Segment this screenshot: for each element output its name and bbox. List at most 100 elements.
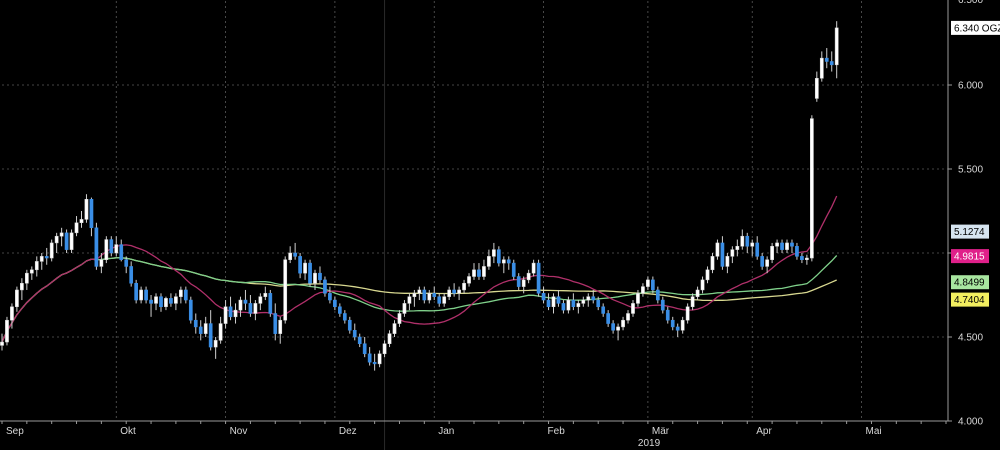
candle-up [705, 266, 710, 284]
candle-body [810, 118, 814, 259]
candle-down [89, 197, 94, 237]
candle-body [352, 330, 357, 338]
candle-body [775, 242, 779, 247]
candle-down [511, 259, 516, 280]
price-tag-text: 4.9815 [954, 252, 985, 263]
candle-up [417, 286, 422, 301]
candle-body [124, 259, 129, 267]
candle-down [675, 323, 680, 337]
candle-up [69, 229, 74, 253]
candle-down [64, 229, 69, 253]
candle-up [253, 300, 258, 321]
candle-body [501, 259, 506, 264]
candle-body [412, 293, 417, 297]
candle-up [810, 115, 814, 262]
candle-body [198, 326, 203, 334]
candle-body [477, 269, 481, 277]
candle-up [551, 293, 556, 314]
candle-down [556, 289, 561, 307]
candle-body [154, 296, 158, 304]
candle-up [392, 320, 397, 337]
candle-up [715, 239, 720, 260]
candle-down [795, 242, 799, 260]
candle-down [452, 283, 456, 297]
price-tag-text: 4.7404 [954, 295, 985, 306]
candle-down [298, 253, 302, 279]
price-tag-box [951, 275, 989, 290]
candle-body [303, 262, 307, 274]
candle-body [646, 279, 650, 287]
candle-up [288, 246, 293, 264]
candle-body [675, 326, 680, 331]
candle-body [333, 299, 337, 308]
candle-body [556, 296, 561, 304]
candle-down [129, 261, 134, 287]
candle-up [263, 286, 268, 301]
candle-up [303, 259, 307, 280]
candle-body [660, 299, 665, 311]
candle-body [506, 259, 511, 264]
candle-up [387, 330, 392, 348]
candle-down [496, 246, 501, 267]
candle-up [576, 300, 581, 314]
candle-body [24, 272, 29, 284]
candle-up [462, 279, 466, 294]
candle-up [213, 337, 218, 359]
candle-body [695, 289, 700, 297]
y-tick-label: 4.000 [958, 417, 983, 428]
candle-down [432, 286, 437, 301]
candle-body [824, 57, 829, 62]
candle-up [397, 310, 402, 327]
price-tag: 4.8499 [951, 275, 989, 290]
candle-down [665, 306, 670, 324]
candle-down [193, 313, 198, 334]
candle-up [750, 239, 755, 257]
x-month-label: Apr [756, 426, 772, 437]
candle-down [134, 279, 138, 304]
candle-body [819, 57, 824, 79]
candle-down [159, 293, 163, 312]
candle-body [800, 256, 804, 260]
candle-body [740, 235, 745, 247]
candle-down [829, 51, 834, 72]
candle-up [59, 227, 64, 247]
candle-up [278, 316, 283, 344]
candle-body [169, 298, 173, 304]
candle-body [342, 313, 347, 321]
candle-body [655, 289, 660, 301]
candle-body [397, 313, 402, 324]
candle-down [243, 289, 248, 311]
candle-body [601, 306, 606, 314]
candle-up [203, 316, 208, 337]
x-month-label: Dez [339, 426, 357, 437]
candle-up [616, 323, 620, 341]
candle-body [29, 269, 34, 274]
candle-body [149, 299, 153, 304]
candle-down [506, 256, 511, 270]
candle-body [467, 276, 471, 284]
candle-up [735, 239, 740, 257]
candle-body [626, 313, 630, 321]
candle-body [442, 296, 447, 304]
x-month-label: Jan [438, 426, 454, 437]
candle-up [427, 289, 432, 304]
candle-body [611, 323, 615, 331]
candle-body [795, 246, 799, 257]
candle-body [253, 303, 258, 314]
candle-up [700, 276, 705, 294]
price-tags: 6.340 OGZ 5.1274 4.9815 4.8499 4.7404 [951, 20, 1000, 307]
candle-body [651, 279, 655, 291]
candle-body [59, 232, 64, 237]
candle-down [273, 303, 278, 341]
candle-body [755, 242, 760, 257]
ma-fast-line [1, 195, 838, 343]
candle-body [566, 299, 571, 311]
candle-down [188, 296, 193, 324]
candle-down [208, 310, 213, 351]
candle-down [477, 263, 481, 280]
candle-up [775, 239, 779, 253]
candle-body [89, 198, 94, 229]
candle-body [576, 303, 581, 308]
candle-body [357, 336, 362, 344]
candle-body [735, 246, 740, 250]
